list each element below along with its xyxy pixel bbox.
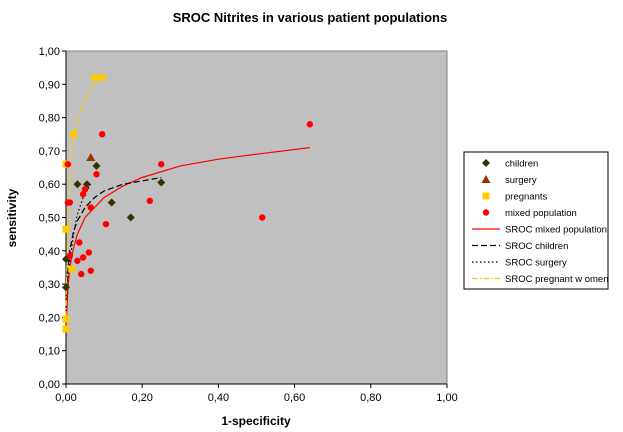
legend-item-sroc-mixed-population: SROC mixed population	[472, 225, 607, 236]
line-sroc-surgery	[65, 183, 92, 318]
point-mixed-population	[146, 197, 154, 205]
legend-label: surgery	[505, 175, 537, 186]
legend-label: pregnants	[505, 192, 548, 203]
point-mixed-population	[259, 214, 266, 221]
point-children	[73, 180, 82, 189]
point-mixed-population	[87, 267, 94, 274]
y-axis-label: sensitivity	[5, 188, 19, 247]
point-pregnants	[62, 325, 70, 333]
y-tick-label: 0,10	[39, 346, 60, 358]
y-tick-label: 0,40	[39, 246, 60, 258]
legend-label: SROC children	[505, 241, 568, 252]
x-tick-label: 0,00	[55, 392, 76, 404]
legend: children surgery pregnants mixed population…	[472, 159, 609, 285]
point-children	[126, 213, 135, 222]
x-tick-label: 0,20	[131, 392, 152, 404]
line-sroc-pregnant-w-omen	[65, 77, 99, 318]
x-tick-label: 0,40	[208, 392, 229, 404]
point-mixed-population	[87, 204, 94, 211]
y-tick-label: 0,50	[39, 213, 60, 225]
point-mixed-population	[85, 249, 93, 256]
legend-marker	[481, 175, 491, 183]
legend-label: SROC surgery	[505, 258, 567, 269]
x-tick-label: 1,00	[436, 392, 457, 404]
data-points	[62, 74, 314, 333]
point-mixed-population	[158, 161, 165, 168]
sroc-curves	[65, 77, 310, 331]
point-mixed-population	[79, 190, 87, 198]
x-tick-label: 0,60	[284, 392, 305, 404]
legend-item-pregnants: pregnants	[482, 192, 548, 203]
legend-item-surgery: surgery	[481, 175, 537, 186]
point-mixed-population	[76, 239, 83, 246]
point-mixed-population	[98, 131, 106, 138]
point-children	[62, 283, 70, 292]
point-children	[92, 161, 101, 170]
point-mixed-population	[93, 171, 100, 178]
y-tick-label: 0,60	[39, 179, 60, 191]
y-tick-label: 0,20	[39, 312, 60, 324]
point-pregnants	[91, 74, 99, 82]
point-children	[157, 178, 166, 187]
x-tick-label: 0,80	[360, 392, 381, 404]
legend-item-sroc-children: SROC children	[472, 241, 568, 252]
y-tick-label: 0,70	[39, 146, 60, 158]
legend-marker	[482, 159, 490, 167]
legend-label: SROC pregnant w omen	[505, 274, 609, 285]
x-axis: 0,00 0,20 0,40 0,60 0,80 1,00	[55, 383, 458, 404]
legend-item-sroc-surgery: SROC surgery	[472, 258, 567, 269]
point-pregnants	[98, 74, 106, 82]
legend-marker	[482, 209, 490, 216]
legend-item-children: children	[482, 159, 538, 170]
line-sroc-mixed-population	[65, 147, 310, 331]
y-tick-label: 0,80	[39, 113, 60, 125]
y-axis: 0,00 0,10 0,20 0,30 0,40 0,50 0,60 0,70 0,80 0,90…	[39, 46, 67, 391]
y-tick-label: 0,00	[39, 379, 60, 391]
point-surgery	[86, 153, 96, 162]
plot-area	[65, 50, 448, 385]
legend-marker	[482, 192, 490, 200]
point-children	[107, 198, 116, 207]
point-pregnants	[62, 315, 70, 323]
legend-item-sroc-pregnant-w-omen: SROC pregnant w omen	[472, 274, 609, 285]
point-pregnants	[62, 225, 70, 233]
point-mixed-population	[74, 257, 81, 264]
point-mixed-population	[64, 161, 72, 168]
point-mixed-population	[79, 254, 87, 261]
legend-item-mixed-population: mixed population	[482, 208, 577, 219]
point-mixed-population	[81, 185, 89, 193]
point-mixed-population	[78, 270, 85, 278]
chart-title: SROC Nitrites in various patient populat…	[173, 10, 447, 25]
legend-label: mixed population	[505, 208, 577, 219]
point-mixed-population	[306, 121, 314, 128]
legend-label: SROC mixed population	[505, 225, 607, 236]
legend-box	[463, 151, 609, 290]
y-tick-label: 0,30	[39, 279, 60, 291]
legend-label: children	[505, 159, 538, 170]
y-tick-label: 1,00	[39, 46, 60, 58]
point-mixed-population	[102, 220, 110, 228]
point-mixed-population	[66, 199, 74, 206]
y-tick-label: 0,90	[39, 79, 60, 91]
line-sroc-children	[65, 176, 162, 301]
point-mixed-population	[66, 252, 74, 259]
point-pregnants	[68, 265, 76, 273]
x-axis-label: 1-specificity	[221, 414, 291, 428]
point-pregnants	[70, 130, 78, 138]
